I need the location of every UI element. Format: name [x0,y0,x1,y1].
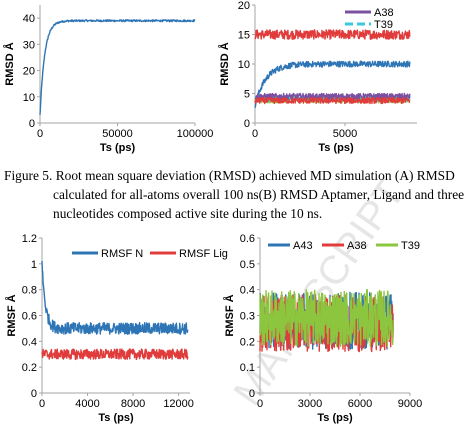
y-tick-label: 0.2 [240,336,255,348]
y-tick-label: 0.6 [22,311,37,323]
legend-label: T39 [374,19,393,31]
chart-panel-d-rmsf-nucleotides: 0 0.1 0.2 0.3 0.4 0.5 0.6 0 3000 6000 9000 Ts (ps) R… [223,233,422,424]
series-line-2 [254,60,411,109]
y-tick-label: 0.3 [240,311,255,323]
x-tick-label: 9000 [398,398,422,410]
x-tick-label: 0 [39,398,45,410]
y-axis-label: RMSD Å [218,42,231,85]
x-tick-label: 100000 [177,128,214,140]
x-tick-label: 6000 [348,398,372,410]
legend-label: A38 [374,7,394,19]
chart-panel-a-rmsd-overall: 0 10 20 30 40 0 50000 100000 Ts (ps) RMSD Å [3,5,213,154]
x-axis-label: Ts (ps) [317,412,353,424]
y-tick-label: 0.4 [22,336,37,348]
x-axis-label: Ts (ps) [98,412,134,424]
y-tick-label: 5 [244,89,250,101]
x-tick-label: 4000 [75,398,99,410]
caption-line-1: Figure 5. Root mean square deviation (RM… [4,168,455,183]
x-axis-label: Ts (ps) [318,142,354,154]
series-line-1 [254,29,411,40]
y-tick-label: 1.2 [22,233,37,245]
x-tick-label: 5000 [333,128,357,140]
y-axis-label: RMSD Å [3,42,16,85]
y-tick-label: 0.4 [240,285,255,297]
caption-line-2: calculated for all-atoms overall 100 ns(… [53,187,465,202]
y-tick-label: 20 [23,66,35,78]
legend-label: A38 [347,240,367,252]
x-tick-label: 0 [37,128,43,140]
series-line-1 [41,260,189,335]
legend-label: RMSF Lig [179,248,228,260]
x-tick-label: 0 [257,398,263,410]
y-tick-label: 0 [29,118,35,130]
y-tick-label: 0 [249,388,255,400]
y-axis-label: RMSF Å [5,294,18,336]
chart-panel-c-rmsf-n-lig: 0 0.2 0.4 0.6 0.8 1 1.2 0 4000 8000 12000 Ts (ps) RM… [5,233,228,424]
y-tick-label: 0.1 [240,362,255,374]
y-tick-label: 0.2 [22,362,37,374]
y-tick-label: 10 [238,59,250,71]
x-tick-label: 50000 [102,128,133,140]
y-tick-label: 1 [31,259,37,271]
series-line-3 [259,289,394,347]
x-axis-label: Ts (ps) [100,142,136,154]
caption-line-3: nucleotides composed active site during … [53,206,323,221]
y-tick-label: 0.5 [240,259,255,271]
x-tick-label: 12000 [163,398,194,410]
series-line-2 [41,348,189,361]
y-tick-label: 15 [238,30,250,42]
y-axis-label: RMSF Å [223,294,236,336]
y-tick-label: 0.6 [240,233,255,245]
series-line-6 [254,96,411,105]
legend-label: A43 [293,240,313,252]
x-tick-label: 3000 [298,398,322,410]
x-tick-label: 0 [252,128,258,140]
y-tick-label: 0 [31,388,37,400]
y-tick-label: 30 [23,39,35,51]
y-tick-label: 0 [244,118,250,130]
legend-label: RMSF N [101,248,143,260]
y-tick-label: 10 [23,92,35,104]
y-tick-label: 0.8 [22,285,37,297]
series-line-1 [39,19,196,115]
legend-label: T39 [401,240,420,252]
series-line-5 [254,92,411,101]
y-tick-label: 20 [238,0,250,12]
figure-caption: Figure 5. Root mean square deviation (RM… [0,166,474,223]
y-tick-label: 40 [23,13,35,25]
x-tick-label: 8000 [121,398,145,410]
